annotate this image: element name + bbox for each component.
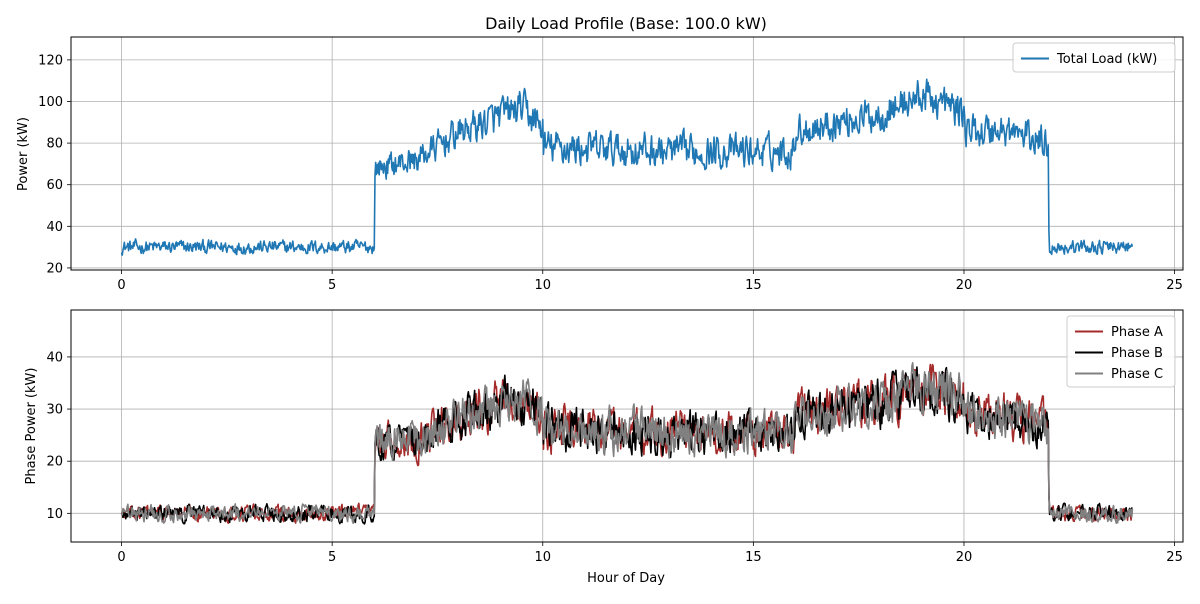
y-tick-label: 40 <box>46 220 63 235</box>
x-tick-label: 20 <box>956 278 973 293</box>
x-tick-label: 5 <box>328 550 336 565</box>
legend: Phase A Phase B Phase C <box>1066 315 1176 388</box>
series-line-3 <box>120 362 1134 525</box>
series-lines <box>120 78 1134 256</box>
chart-title: Daily Load Profile (Base: 100.0 kW) <box>485 14 767 33</box>
plot-frame <box>70 309 1184 543</box>
phase-power-chart: Hour of Day Phase Power (kW) 0 5 10 15 20 25 1… <box>24 309 1184 586</box>
x-tick-label: 15 <box>745 278 762 293</box>
y-tick-label: 20 <box>46 261 63 276</box>
y-tick-label: 120 <box>38 53 63 68</box>
grid-lines <box>71 37 1183 270</box>
y-tick-label: 10 <box>46 507 63 522</box>
x-tick-label: 10 <box>534 550 551 565</box>
x-tick-label: 25 <box>1166 550 1183 565</box>
series-line-1 <box>120 78 1134 256</box>
y-tick-label: 30 <box>46 403 63 418</box>
x-tick-label: 25 <box>1166 278 1183 293</box>
legend: Total Load (kW) <box>1012 42 1176 73</box>
y-tick-label: 80 <box>46 137 63 152</box>
total-load-chart: Daily Load Profile (Base: 100.0 kW) Powe… <box>16 14 1184 293</box>
x-tick-label: 0 <box>117 278 125 293</box>
x-tick-label: 0 <box>117 550 125 565</box>
x-tick-label: 10 <box>534 278 551 293</box>
x-tick-label: 20 <box>956 550 973 565</box>
legend-box <box>1066 315 1176 388</box>
y-tick-label: 40 <box>46 350 63 365</box>
legend-label: Phase A <box>1111 325 1163 340</box>
legend-label: Total Load (kW) <box>1056 52 1157 67</box>
series-lines <box>120 362 1134 525</box>
y-tick-label: 20 <box>46 455 63 470</box>
y-axis-label: Power (kW) <box>16 117 31 191</box>
ticks: 0 5 10 15 20 25 20 40 60 80 100 120 <box>38 53 1183 293</box>
y-axis-label: Phase Power (kW) <box>24 368 39 485</box>
legend-label: Phase B <box>1111 346 1163 361</box>
x-axis-label: Hour of Day <box>587 571 665 586</box>
x-tick-label: 5 <box>328 278 336 293</box>
plot-frame <box>70 36 1184 271</box>
legend-box <box>1012 42 1176 73</box>
x-tick-label: 15 <box>745 550 762 565</box>
y-tick-label: 60 <box>46 178 63 193</box>
legend-label: Phase C <box>1111 367 1163 382</box>
y-tick-label: 100 <box>38 95 63 110</box>
ticks: 0 5 10 15 20 25 10 20 30 40 <box>46 350 1182 565</box>
